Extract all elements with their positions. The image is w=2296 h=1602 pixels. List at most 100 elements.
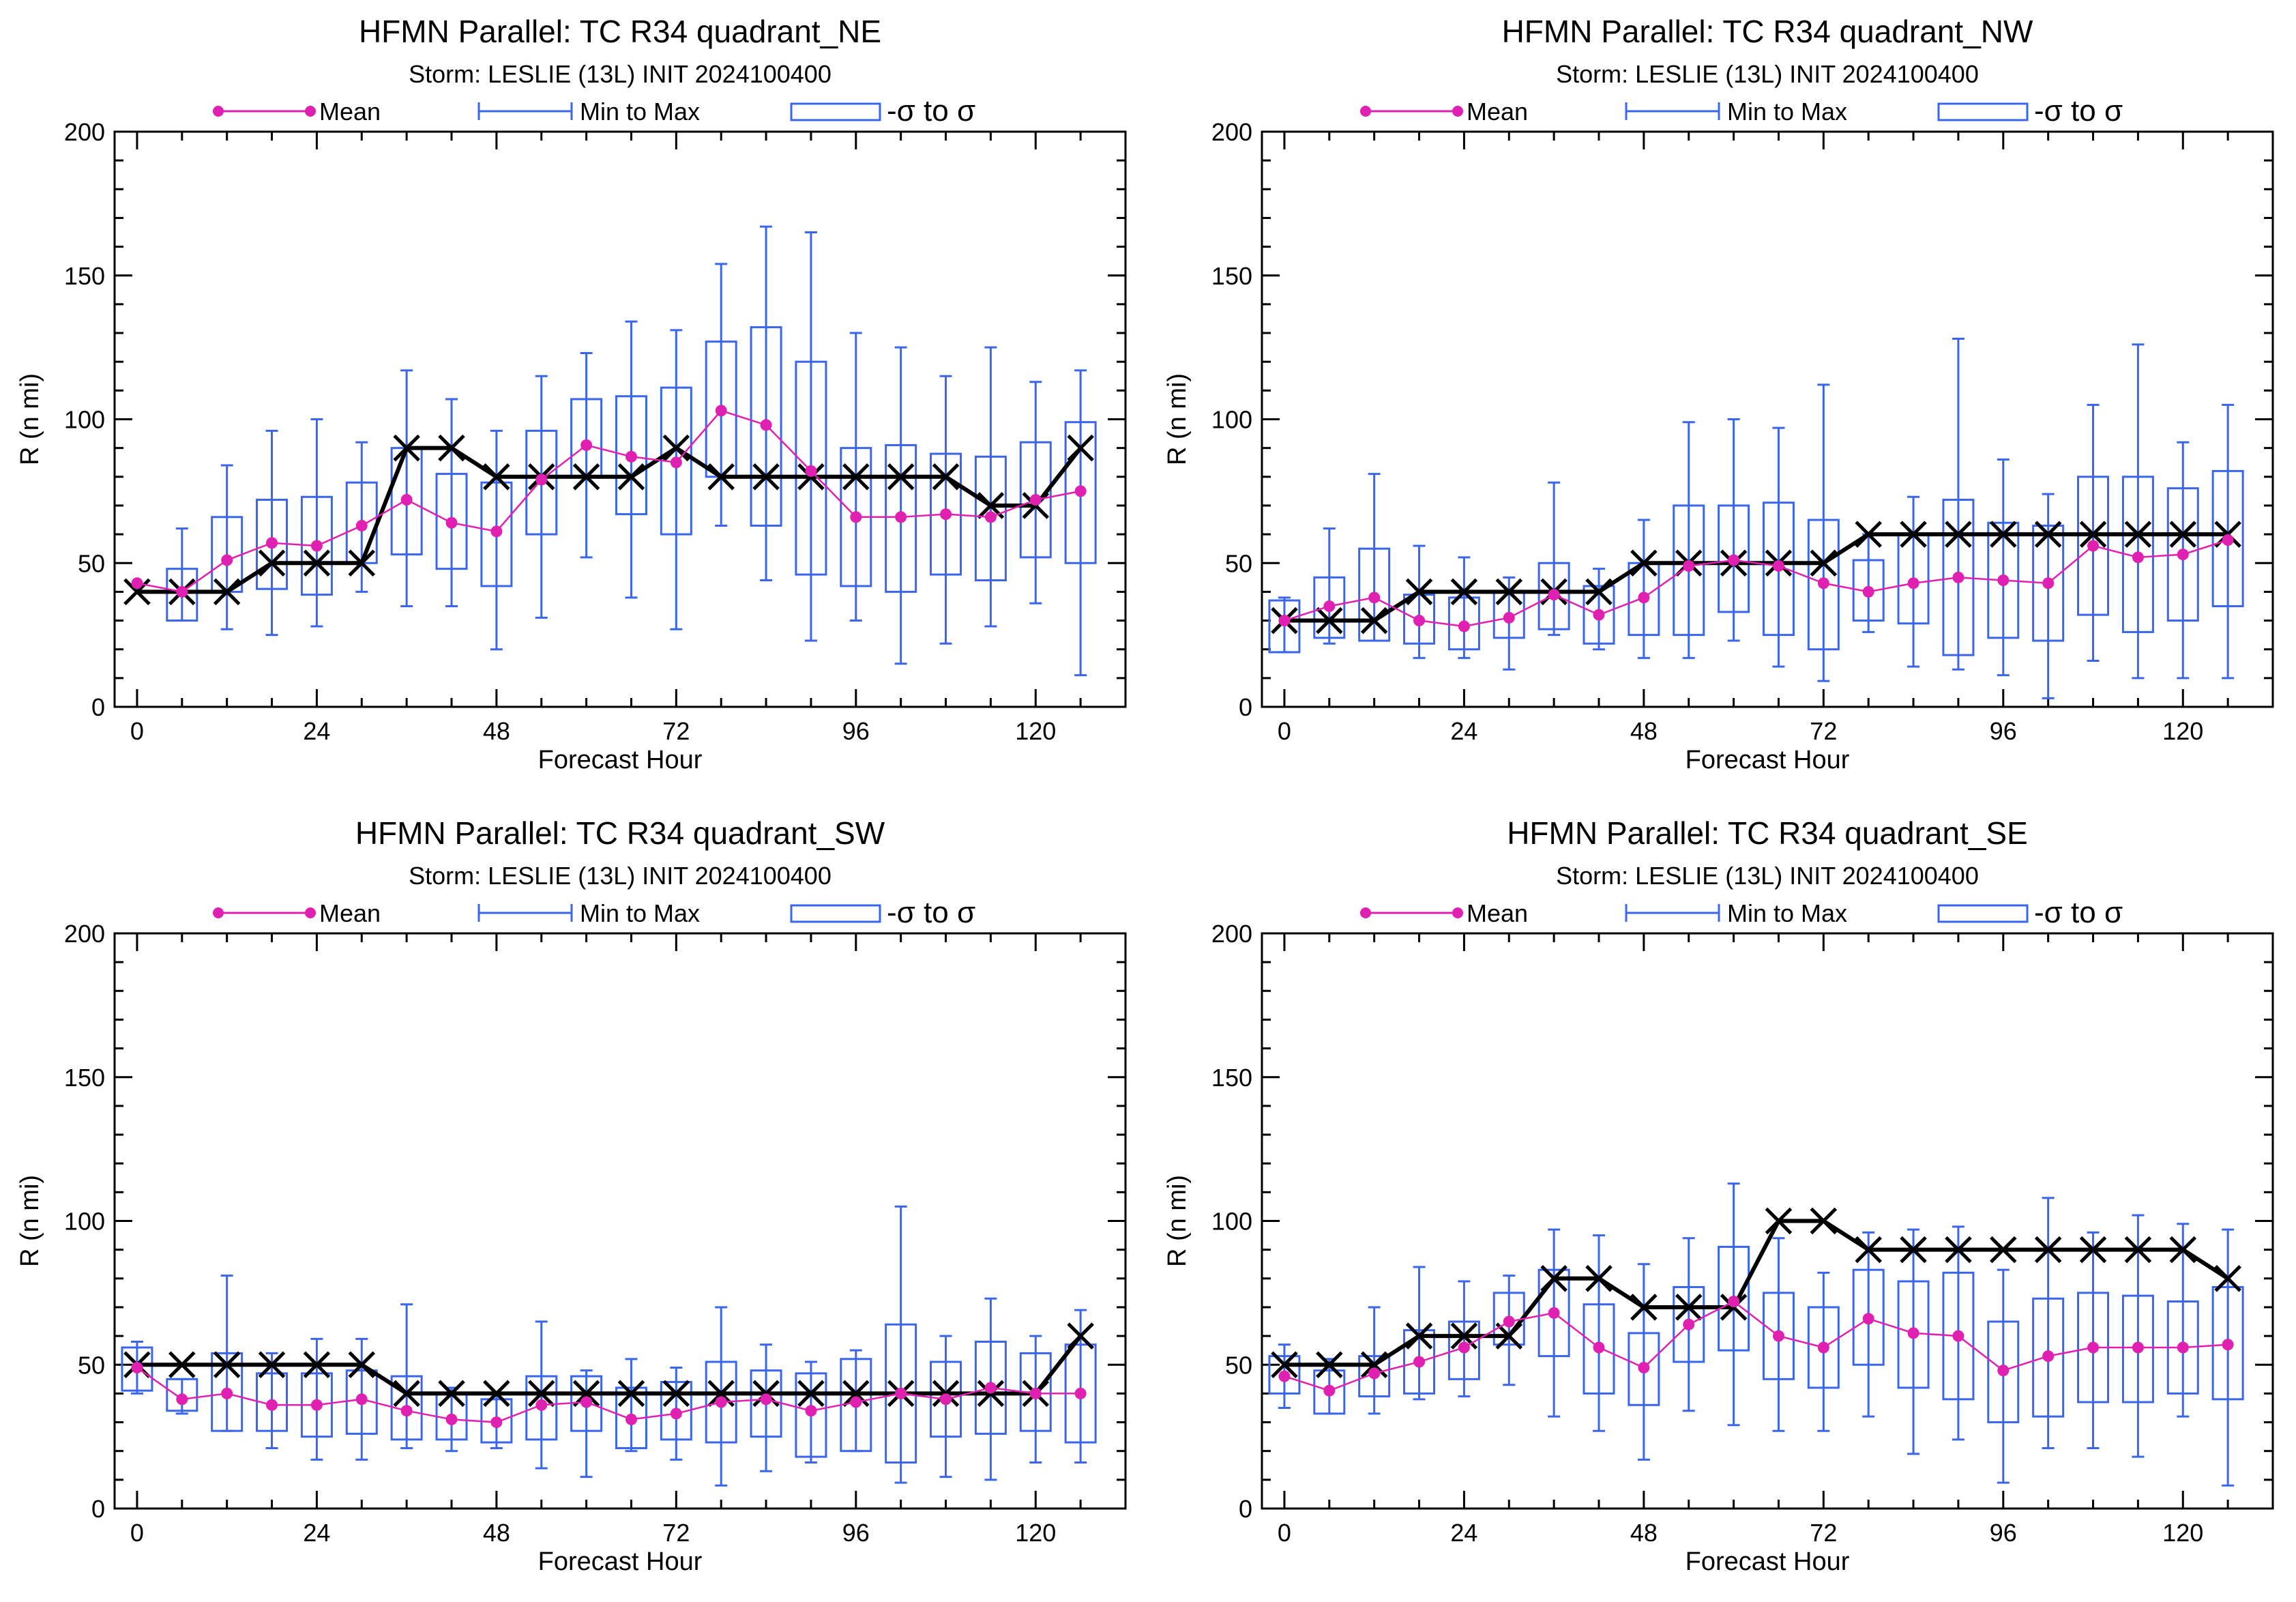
legend-mean-label: Mean	[319, 899, 381, 927]
mean-point	[1817, 1341, 1829, 1354]
best-track-marker-b	[393, 434, 420, 462]
y-tick-label: 200	[64, 920, 105, 948]
mean-point	[715, 405, 727, 417]
sigma-box	[1403, 594, 1436, 645]
best-track-marker	[348, 1351, 376, 1379]
y-tick-label: 0	[1239, 693, 1252, 721]
x-tick-label: 24	[303, 717, 330, 745]
x-tick-label: 120	[2162, 1519, 2203, 1547]
y-tick-label: 50	[1225, 549, 1252, 577]
best-track-marker-b	[258, 549, 286, 577]
legend-mean-marker	[213, 106, 224, 117]
best-track-marker	[662, 434, 690, 462]
best-track-marker	[2124, 1236, 2152, 1264]
best-track-marker-b	[1495, 578, 1523, 606]
best-track-marker	[1495, 1322, 1523, 1350]
x-tick-label: 96	[1990, 1519, 2017, 1547]
sigma-box	[166, 1378, 198, 1412]
legend-mean-marker	[305, 907, 316, 918]
best-track-marker-b	[2034, 1236, 2062, 1264]
best-track-marker-b	[303, 1351, 331, 1379]
mean-point	[940, 508, 952, 521]
best-track-marker	[527, 1380, 555, 1408]
chart-panel-2: HFMN Parallel: TC R34 quadrant_NW Storm: …	[1163, 14, 2274, 774]
legend: Mean Min to Max -σ to σ	[1360, 896, 2123, 929]
sigma-box	[930, 1360, 962, 1438]
x-tick-label: 48	[1630, 717, 1658, 745]
mean-point	[176, 585, 188, 598]
mean-point	[400, 1405, 413, 1417]
mean-point	[850, 511, 862, 523]
best-track-marker-b	[1585, 1265, 1613, 1292]
mean-point	[1368, 592, 1381, 604]
best-track-marker	[1900, 521, 1927, 548]
y-tick-label: 0	[91, 693, 105, 721]
mean-point	[1458, 1341, 1470, 1354]
best-track-marker	[1810, 549, 1838, 577]
best-track-marker-b	[213, 578, 241, 606]
mean-line	[136, 409, 1081, 593]
legend-mean-marker	[213, 907, 224, 918]
chart-subtitle: Storm: LESLIE (13L) INIT 2024100400	[1556, 60, 1979, 88]
best-track-marker-b	[707, 463, 735, 491]
best-track-marker	[393, 434, 420, 462]
best-track-marker	[1855, 521, 1882, 548]
best-track-marker	[1585, 1265, 1613, 1292]
mean-point	[1458, 620, 1470, 632]
best-track-marker	[2169, 1236, 2197, 1264]
mean-point	[490, 1416, 503, 1429]
mean-point	[1997, 574, 2010, 587]
x-tick-label: 0	[130, 717, 144, 745]
legend-mean-marker	[1360, 907, 1371, 918]
mean-point	[850, 1396, 862, 1408]
mean-point	[580, 439, 593, 451]
mean-point	[1638, 1361, 1650, 1373]
sigma-box	[660, 1381, 692, 1441]
sigma-box	[1313, 1369, 1346, 1415]
best-track-marker-b	[1540, 1265, 1568, 1292]
legend-minmax-label: Min to Max	[580, 899, 700, 927]
mean-point	[221, 554, 233, 566]
mean-point	[1074, 1387, 1087, 1399]
best-track-marker	[483, 463, 510, 491]
mean-point	[1503, 611, 1515, 624]
best-track-marker	[2034, 521, 2062, 548]
best-track-marker-b	[617, 1380, 645, 1408]
sigma-box	[525, 429, 558, 536]
best-track-marker	[483, 1380, 510, 1408]
mean-point	[2087, 1341, 2100, 1354]
best-track-marker	[1675, 1294, 1703, 1321]
sigma-box	[2166, 487, 2199, 622]
legend: Mean Min to Max -σ to σ	[213, 896, 975, 929]
x-tick-label: 48	[483, 717, 510, 745]
best-track-marker-b	[932, 463, 960, 491]
mean-point	[131, 1361, 143, 1373]
best-track-marker-b	[662, 1380, 690, 1408]
best-track-marker	[168, 1351, 196, 1379]
sigma-box	[1019, 441, 1052, 559]
legend-mean-marker	[1360, 106, 1371, 117]
mean-point	[1638, 592, 1650, 604]
best-track-marker	[752, 463, 780, 491]
best-track-marker-b	[348, 549, 376, 577]
y-axis-label: R (n mi)	[1163, 373, 1192, 465]
sigma-box	[166, 568, 198, 622]
best-track-marker-b	[1067, 434, 1094, 462]
mean-point	[445, 516, 458, 529]
mean-point	[1683, 559, 1695, 572]
best-track-marker	[303, 1351, 331, 1379]
x-tick-label: 120	[1015, 717, 1056, 745]
mean-point	[310, 540, 323, 552]
legend-sigma-box	[790, 102, 881, 121]
sigma-box	[300, 495, 333, 596]
best-track-marker	[1450, 1322, 1478, 1350]
best-track-marker	[1945, 521, 1972, 548]
y-tick-label: 0	[1239, 1495, 1252, 1523]
best-track-marker-b	[842, 1380, 870, 1408]
best-track-marker-b	[1990, 521, 2017, 548]
chart-panel-4: HFMN Parallel: TC R34 quadrant_SE Storm: …	[1163, 815, 2274, 1576]
best-track-marker	[1271, 1351, 1298, 1379]
mean-point	[1997, 1365, 2010, 1377]
best-track-marker-b	[2169, 521, 2197, 548]
